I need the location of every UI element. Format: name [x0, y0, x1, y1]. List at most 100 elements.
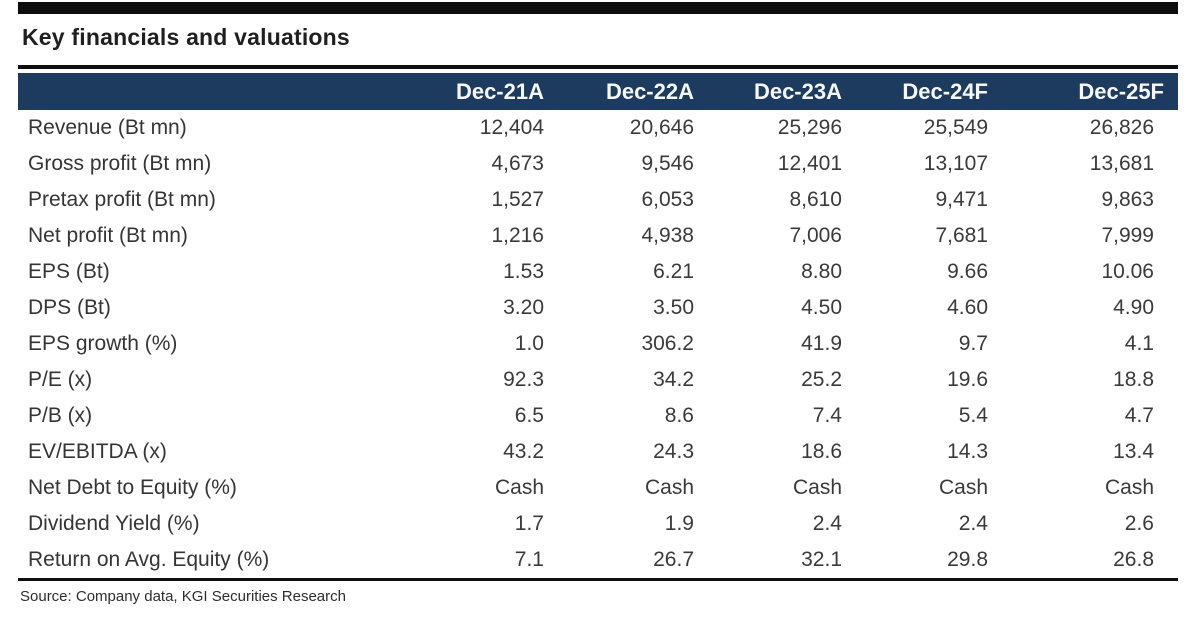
financials-table-container: Dec-21A Dec-22A Dec-23A Dec-24F Dec-25F …: [18, 65, 1178, 581]
cell-value: 2.4: [958, 512, 988, 535]
cell-value: 8.6: [664, 404, 694, 427]
cell-value: 19.6: [947, 368, 988, 391]
cell-value: 26.7: [653, 548, 694, 571]
cell-value: 20,646: [629, 116, 694, 139]
cell-value: 18.8: [1113, 368, 1154, 391]
cell-value: Cash: [938, 476, 988, 499]
table-row-dividend-yield: Dividend Yield (%) 1.7 1.9 2.4 2.4 2.6: [18, 506, 1178, 542]
cell-value: 8,610: [789, 188, 842, 211]
cell-value: 4,938: [641, 224, 694, 247]
row-label: P/B (x): [28, 404, 93, 427]
row-label: Net Debt to Equity (%): [28, 476, 237, 499]
row-label: Revenue (Bt mn): [28, 116, 187, 139]
cell-value: 9,863: [1101, 188, 1154, 211]
cell-value: 29.8: [947, 548, 988, 571]
cell-value: 1.7: [514, 512, 544, 535]
cell-value: 5.4: [958, 404, 988, 427]
cell-value: 9.7: [958, 332, 988, 355]
table-row-dps: DPS (Bt) 3.20 3.50 4.50 4.60 4.90: [18, 290, 1178, 326]
cell-value: Cash: [494, 476, 544, 499]
cell-value: 26,826: [1089, 116, 1154, 139]
table-header-row: Dec-21A Dec-22A Dec-23A Dec-24F Dec-25F: [18, 73, 1178, 110]
column-header-dec-21a: Dec-21A: [455, 78, 544, 104]
cell-value: 6,053: [641, 188, 694, 211]
cell-value: 34.2: [653, 368, 694, 391]
row-label: Dividend Yield (%): [28, 512, 200, 535]
cell-value: 306.2: [641, 332, 694, 355]
cell-value: 13,107: [923, 152, 988, 175]
column-header-dec-24f: Dec-24F: [902, 78, 988, 104]
row-label: EPS (Bt): [28, 260, 110, 283]
cell-value: 7,006: [789, 224, 842, 247]
cell-value: 41.9: [801, 332, 842, 355]
page-title: Key financials and valuations: [22, 24, 350, 50]
row-label: P/E (x): [28, 368, 93, 391]
cell-value: 1.0: [514, 332, 544, 355]
table-row-pretax-profit: Pretax profit (Bt mn) 1,527 6,053 8,610 …: [18, 182, 1178, 218]
table-bottom-rule: [18, 578, 1178, 581]
row-label: Return on Avg. Equity (%): [28, 548, 270, 571]
table-row-eps: EPS (Bt) 1.53 6.21 8.80 9.66 10.06: [18, 254, 1178, 290]
cell-value: 13,681: [1089, 152, 1154, 175]
cell-value: 7.4: [812, 404, 842, 427]
column-header-spacer: [18, 73, 408, 110]
column-header-dec-23a: Dec-23A: [753, 78, 842, 104]
cell-value: 2.6: [1124, 512, 1154, 535]
row-label: Pretax profit (Bt mn): [28, 188, 216, 211]
cell-value: 1,527: [491, 188, 544, 211]
cell-value: Cash: [792, 476, 842, 499]
table-row-net-debt-to-equity: Net Debt to Equity (%) Cash Cash Cash Ca…: [18, 470, 1178, 506]
column-header-dec-25f: Dec-25F: [1078, 78, 1164, 104]
table-row-pb: P/B (x) 6.5 8.6 7.4 5.4 4.7: [18, 398, 1178, 434]
cell-value: 25.2: [801, 368, 842, 391]
cell-value: 4.1: [1124, 332, 1154, 355]
table-row-pe: P/E (x) 92.3 34.2 25.2 19.6 18.8: [18, 362, 1178, 398]
column-header-dec-22a: Dec-22A: [605, 78, 694, 104]
cell-value: Cash: [644, 476, 694, 499]
cell-value: 25,549: [923, 116, 988, 139]
table-row-eps-growth: EPS growth (%) 1.0 306.2 41.9 9.7 4.1: [18, 326, 1178, 362]
cell-value: 12,401: [777, 152, 842, 175]
table-row-return-on-avg-equity: Return on Avg. Equity (%) 7.1 26.7 32.1 …: [18, 542, 1178, 578]
cell-value: 6.21: [653, 260, 694, 283]
table-row-revenue: Revenue (Bt mn) 12,404 20,646 25,296 25,…: [18, 110, 1178, 146]
cell-value: 7,999: [1101, 224, 1154, 247]
row-label: Net profit (Bt mn): [28, 224, 188, 247]
table-row-gross-profit: Gross profit (Bt mn) 4,673 9,546 12,401 …: [18, 146, 1178, 182]
cell-value: 12,404: [479, 116, 544, 139]
row-label: EV/EBITDA (x): [28, 440, 167, 463]
table-row-ev-ebitda: EV/EBITDA (x) 43.2 24.3 18.6 14.3 13.4: [18, 434, 1178, 470]
cell-value: 43.2: [503, 440, 544, 463]
cell-value: 4.7: [1124, 404, 1154, 427]
cell-value: 92.3: [503, 368, 544, 391]
cell-value: Cash: [1104, 476, 1154, 499]
cell-value: 4.50: [801, 296, 842, 319]
cell-value: 10.06: [1101, 260, 1154, 283]
cell-value: 4,673: [491, 152, 544, 175]
top-divider-bar: [18, 2, 1178, 14]
cell-value: 4.90: [1113, 296, 1154, 319]
cell-value: 24.3: [653, 440, 694, 463]
cell-value: 3.50: [653, 296, 694, 319]
cell-value: 13.4: [1113, 440, 1154, 463]
row-label: EPS growth (%): [28, 332, 178, 355]
row-label: DPS (Bt): [28, 296, 111, 319]
table-row-net-profit: Net profit (Bt mn) 1,216 4,938 7,006 7,6…: [18, 218, 1178, 254]
cell-value: 18.6: [801, 440, 842, 463]
cell-value: 4.60: [947, 296, 988, 319]
cell-value: 32.1: [801, 548, 842, 571]
cell-value: 26.8: [1113, 548, 1154, 571]
cell-value: 3.20: [503, 296, 544, 319]
cell-value: 14.3: [947, 440, 988, 463]
financials-table: Dec-21A Dec-22A Dec-23A Dec-24F Dec-25F …: [18, 73, 1178, 578]
cell-value: 1,216: [491, 224, 544, 247]
cell-value: 1.53: [503, 260, 544, 283]
cell-value: 7,681: [935, 224, 988, 247]
cell-value: 8.80: [801, 260, 842, 283]
cell-value: 6.5: [514, 404, 544, 427]
table-top-rule: [18, 65, 1178, 69]
cell-value: 7.1: [514, 548, 544, 571]
cell-value: 1.9: [664, 512, 694, 535]
cell-value: 9,546: [641, 152, 694, 175]
